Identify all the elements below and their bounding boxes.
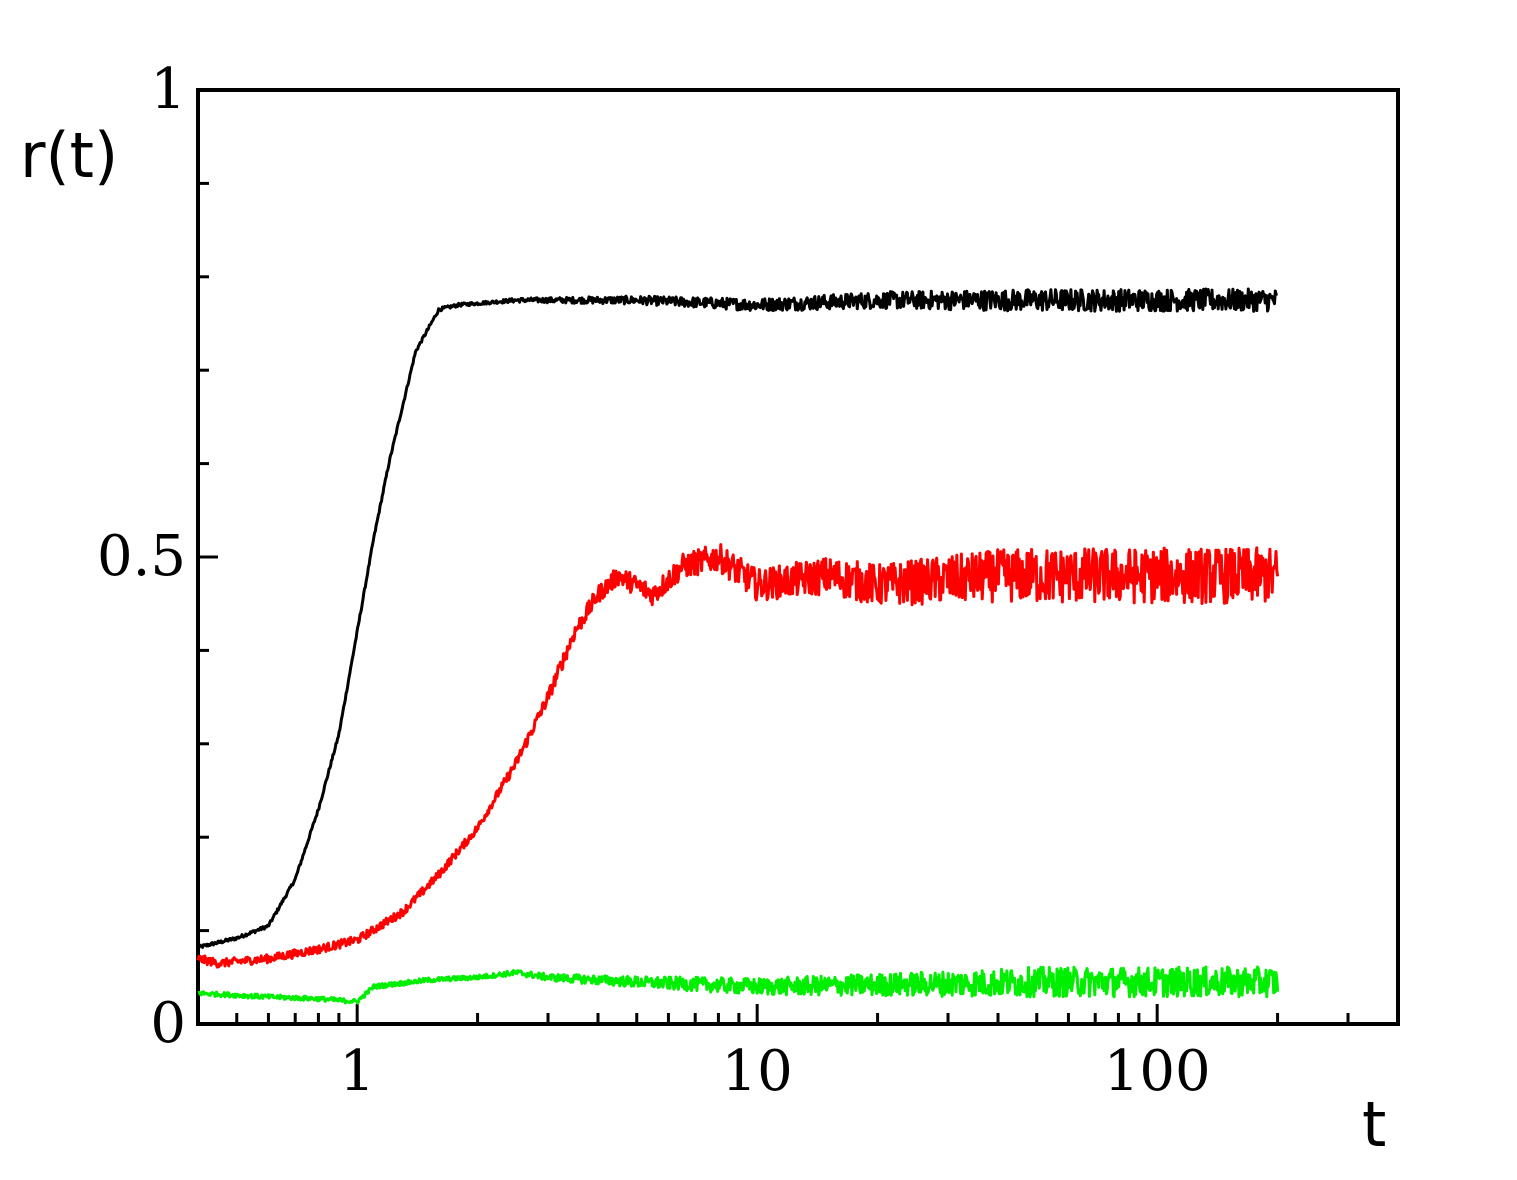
x-tick-label: 1 — [339, 1039, 375, 1104]
series-layer — [196, 287, 1280, 1005]
series-line-3 — [197, 965, 1280, 1005]
y-axis: 00.51 — [97, 57, 218, 1056]
x-axis-title: t — [1362, 1088, 1386, 1161]
y-tick-label: 0.5 — [97, 524, 186, 589]
y-tick-label: 1 — [150, 57, 186, 122]
x-tick-label: 100 — [1104, 1039, 1211, 1104]
x-axis: 1 10 100 — [235, 1004, 1350, 1104]
x-tick-label: 10 — [722, 1039, 793, 1104]
series-line-1 — [196, 287, 1279, 950]
y-axis-title: r(t) — [20, 119, 118, 192]
series-line-2 — [196, 543, 1280, 969]
y-tick-label: 0 — [150, 991, 186, 1056]
